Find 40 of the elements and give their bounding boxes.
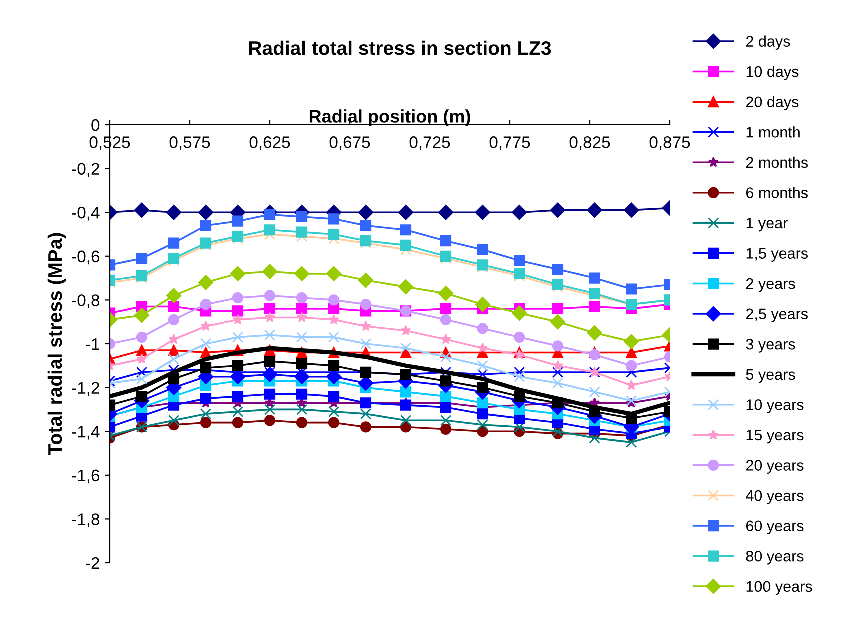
x-tick-label: 0,775 — [490, 136, 530, 150]
y-tick-label: -0,4 — [72, 207, 100, 221]
y-tick-label: -1,8 — [72, 514, 100, 528]
legend-label: 1,5 years — [746, 248, 808, 262]
y-tick-label: -1,2 — [72, 382, 100, 396]
y-tick-label: -0,8 — [72, 294, 100, 308]
x-tick-label: 0,575 — [170, 136, 210, 150]
x-tick-label: 0,675 — [330, 136, 370, 150]
x-tick-label: 0,875 — [650, 136, 690, 150]
x-tick-label: 0,625 — [250, 136, 290, 150]
legend-label: 100 years — [746, 581, 812, 596]
legend-label: 1 year — [746, 218, 788, 232]
legend-label: 60 years — [746, 520, 804, 535]
y-axis-title: Total radial stress (MPa) — [48, 233, 66, 456]
legend-label: 2 months — [746, 156, 808, 168]
x-tick-label: 0,725 — [410, 136, 450, 150]
y-tick-label: -1,4 — [72, 426, 100, 440]
legend-label: 2 days — [746, 36, 790, 50]
y-tick-label: -2 — [86, 557, 100, 570]
legend-label: 5 years — [746, 369, 796, 384]
legend-label: 2,5 years — [746, 308, 808, 323]
y-tick-label: 0 — [92, 119, 100, 132]
y-tick-label: -1 — [86, 338, 100, 350]
chart-title: Radial total stress in section LZ3 — [250, 40, 552, 56]
legend-label: 80 years — [746, 550, 804, 565]
legend-label: 2 years — [746, 278, 796, 292]
y-tick-label: -0,6 — [72, 250, 100, 265]
legend-label: 20 years — [746, 460, 804, 474]
legend-label: 15 years — [746, 430, 804, 444]
legend-label: 6 months — [746, 187, 808, 198]
x-axis-title: Radial position (m) — [310, 110, 470, 126]
y-tick-label: -0,2 — [72, 163, 100, 177]
x-tick-label: 0,825 — [570, 136, 610, 150]
legend-label: 1 month — [746, 126, 800, 138]
legend-label: 3 years — [746, 338, 796, 353]
legend-label: 40 years — [746, 490, 804, 504]
y-tick-label: -1,6 — [72, 470, 100, 484]
legend-label: 20 days — [746, 96, 799, 111]
legend-label: 10 days — [746, 66, 799, 80]
legend-label: 10 years — [746, 400, 804, 414]
